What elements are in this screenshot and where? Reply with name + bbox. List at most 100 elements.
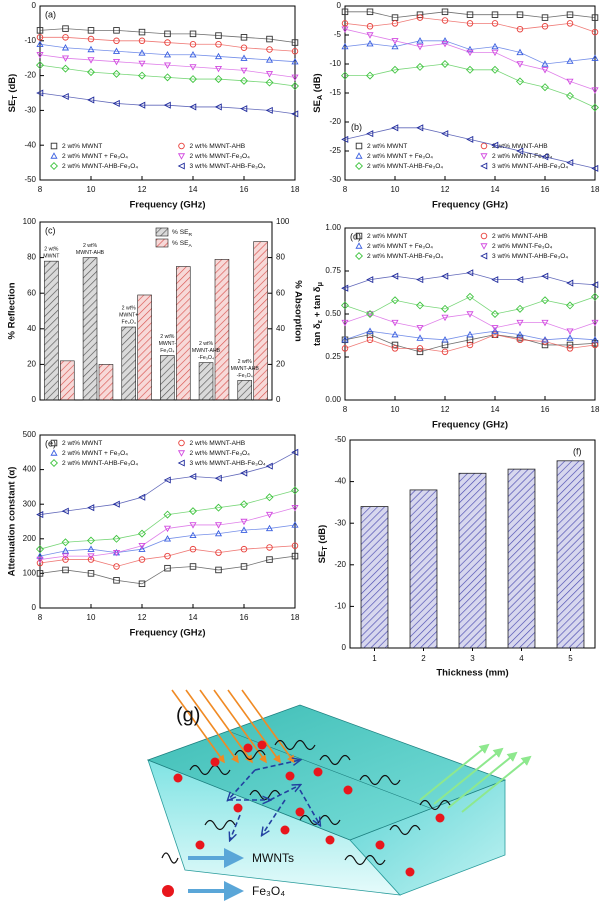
marker [466, 65, 474, 74]
panel-label: (e) [45, 438, 56, 448]
marker [87, 96, 95, 104]
marker [341, 71, 349, 80]
x-tick-label: 8 [38, 613, 43, 622]
marker [189, 41, 197, 48]
marker [214, 474, 222, 482]
legend-marker [480, 232, 488, 240]
series-line [344, 296, 596, 315]
legend-label: 2 wt% MWNT-AHB-Fe₃O₄ [62, 163, 138, 170]
marker [466, 49, 474, 57]
legend-marker [50, 142, 58, 150]
marker [36, 89, 44, 97]
category-label: MWNT-AHB [192, 348, 221, 354]
legend-label-part: R [189, 232, 193, 238]
legend-label: 2 wt% MWNT-AHB-Fe₃O₄ [367, 253, 443, 260]
marker [189, 531, 197, 539]
category-label: Fe₃O₄ [160, 348, 174, 354]
marker [61, 553, 70, 560]
legend-label-part: % SE [172, 229, 189, 236]
marker [214, 103, 222, 111]
marker [240, 563, 248, 570]
marker [163, 476, 171, 484]
marker [240, 500, 248, 509]
marker [138, 37, 146, 45]
marker [391, 42, 399, 50]
legend-label: 2 wt% MWNT [62, 143, 102, 150]
panel-label: (d) [350, 231, 361, 241]
marker [36, 40, 44, 47]
legend-label: 2 wt% MWNT-AHB [492, 233, 548, 240]
series-line [39, 507, 296, 560]
marker [266, 46, 273, 53]
legend-label: 2 wt% MWNT + Fe₃O₄ [62, 153, 128, 160]
marker [466, 11, 474, 18]
marker [441, 348, 449, 356]
x-tick-label: 14 [189, 185, 198, 194]
marker [566, 328, 574, 335]
legend-label-part: A [189, 243, 193, 249]
marker [36, 556, 44, 564]
y-axis-label-part: SE [317, 551, 328, 564]
y2-tick-label: 80 [276, 253, 285, 262]
marker [112, 99, 120, 107]
bar [253, 241, 268, 401]
marker [466, 330, 474, 338]
marker [163, 73, 172, 82]
marker [164, 564, 171, 572]
marker [164, 39, 171, 46]
series-line [345, 11, 596, 19]
x-tick-label: 18 [291, 185, 300, 194]
marker [416, 345, 424, 352]
marker [491, 331, 499, 338]
marker [189, 563, 197, 570]
marker [491, 11, 499, 18]
marker [36, 511, 44, 519]
chart-panel: -30 -25 -20 -15 -10 -5 0 SEA (dB) Frequency (GHz… [312, 1, 600, 210]
x-axis-label: Frequency (GHz) [129, 628, 205, 639]
y-axis-label-part: tan δ [312, 323, 323, 346]
marker [61, 538, 70, 547]
marker [113, 37, 120, 45]
marker [341, 319, 349, 327]
marker [516, 147, 524, 155]
x-tick-label: 4 [519, 654, 524, 663]
marker [591, 54, 599, 61]
x-axis-label: Frequency (GHz) [432, 200, 508, 211]
marker [516, 319, 524, 327]
y-tick-label: -5 [334, 30, 342, 39]
marker [541, 272, 549, 280]
category-label: -Fe₃O₄ [237, 373, 253, 379]
series-line [39, 524, 296, 557]
marker [566, 159, 574, 167]
marker [87, 35, 95, 43]
marker [591, 336, 599, 343]
marker [291, 47, 299, 55]
marker [36, 61, 44, 70]
marker [441, 41, 449, 48]
marker [491, 276, 499, 284]
marker [541, 60, 549, 67]
y-tick-label: -10 [329, 59, 341, 68]
marker [163, 62, 172, 69]
marker [112, 500, 120, 508]
series-line [39, 489, 296, 550]
series-line [39, 54, 296, 78]
marker [441, 37, 449, 44]
marker [214, 52, 223, 60]
y-tick-label: 100 [23, 217, 37, 226]
marker [291, 57, 299, 65]
panel-label: (b) [351, 122, 362, 132]
y-axis-label: SET (dB) [7, 74, 19, 113]
reflected-waves [419, 743, 532, 813]
bar [360, 506, 389, 649]
series-line [344, 313, 596, 332]
bar [507, 468, 536, 649]
x-tick-label: 10 [391, 405, 400, 414]
category-label: MWNT [43, 254, 60, 260]
marker [61, 547, 70, 554]
bar [60, 360, 75, 401]
marker [366, 130, 374, 138]
marker [391, 296, 399, 305]
marker [341, 26, 349, 33]
category-label: 2 wt% [199, 341, 214, 347]
